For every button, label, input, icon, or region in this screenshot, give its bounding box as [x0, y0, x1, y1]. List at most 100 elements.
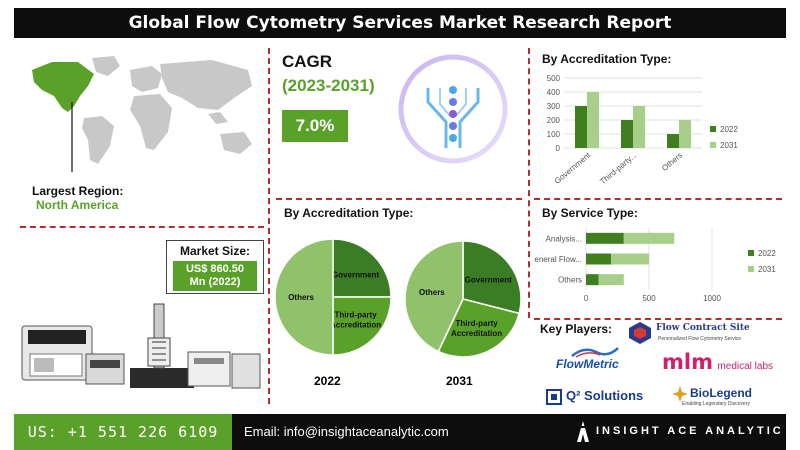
bar-y-tick-label: 400 [547, 88, 561, 97]
bar-category-label: Government [553, 150, 593, 186]
footer-bar: Email: info@insightaceanalytic.com INSIG… [232, 414, 786, 450]
map-europe [130, 66, 162, 92]
hbar-2022 [586, 232, 624, 244]
insight-ace-logo-icon [577, 421, 589, 442]
map-asia [160, 60, 252, 110]
market-size-value: US$ 860.50 Mn (2022) [173, 261, 257, 291]
bar-y-tick-label: 200 [547, 116, 561, 125]
bar-y-tick-label: 300 [547, 102, 561, 111]
map-se-asia [208, 112, 228, 124]
hbar-x-tick-label: 500 [642, 294, 656, 303]
instrument-3 [130, 303, 194, 388]
flow-contract-site-subtitle: Personalized Flow Cytometry Service [658, 336, 742, 342]
pie-section-title: By Accreditation Type: [284, 206, 414, 220]
flow-contract-site-icon [629, 322, 651, 344]
map-africa [130, 94, 172, 150]
footer-brand: INSIGHT ACE ANALYTIC [596, 425, 784, 437]
pie-slice-label: Others [419, 288, 445, 297]
hbar-category-label: Analysis... [546, 234, 582, 243]
hbar-2031 [598, 274, 624, 286]
bar-y-tick-label: 500 [547, 74, 561, 83]
hbar-x-tick-label: 1000 [703, 294, 721, 303]
cagr-title: CAGR [282, 52, 333, 71]
pie-year-2031: 2031 [446, 374, 473, 388]
instrument-2 [85, 353, 125, 385]
instrument-1 [21, 325, 93, 381]
pie-year-2022: 2022 [314, 374, 341, 388]
accreditation-bar-chart: 0 100 200 300 400 500 Government Third-party...… [547, 74, 739, 187]
cagr-value: 7.0% [282, 110, 348, 142]
map-australia [220, 132, 252, 154]
footer-phone: US: +1 551 226 6109 [14, 414, 232, 450]
hbar-category-label: Others [558, 276, 582, 285]
pie-slice-label: Third-party [455, 319, 498, 328]
bar-legend-label: 2031 [720, 141, 738, 150]
pie-slice [462, 240, 522, 315]
divider-right [528, 48, 530, 318]
pie-slice [404, 240, 464, 353]
instrument-4 [187, 351, 261, 389]
divider-cagr [276, 198, 522, 200]
flowmetric-wave-icon [571, 347, 619, 358]
market-size-value-line2: Mn (2022) [189, 276, 241, 288]
bar-category-label: Others [660, 151, 684, 173]
market-size-value-line1: US$ 860.50 [185, 263, 245, 275]
footer-email[interactable]: Email: info@insightaceanalytic.com [244, 424, 449, 439]
world-map [32, 56, 252, 172]
bar-legend-label: 2022 [720, 125, 738, 134]
service-chart-title: By Service Type: [542, 206, 638, 220]
hbar-legend-label: 2031 [758, 265, 776, 274]
pie-slice-label: Others [288, 293, 314, 302]
hbar-2031 [623, 232, 675, 244]
bar-2031 [587, 92, 599, 148]
bar-2031 [633, 106, 645, 148]
hbar-2022 [586, 274, 599, 286]
pie-slice-label: Third-party [334, 311, 377, 320]
bar-legend-swatch [710, 142, 716, 148]
bar-2022 [575, 106, 587, 148]
service-type-bar-chart: 0 500 1000 Analysis... General Flow... Others… [534, 228, 776, 303]
pie-slice-label: Government [465, 275, 512, 284]
pie-slice-label: Government [332, 270, 379, 279]
biolegend-star-icon [672, 386, 688, 402]
bar-category-label: Third-party... [598, 151, 638, 187]
q2-solutions-name: Q² Solutions [566, 388, 644, 403]
pie-slice [332, 238, 392, 298]
region-label: Largest Region: [32, 184, 124, 198]
bar-chart-title: By Accreditation Type: [542, 52, 672, 66]
hbar-2022 [586, 253, 612, 265]
flow-contract-site-name: Flow Contract Site [656, 323, 750, 333]
divider-bar [534, 198, 782, 200]
market-size-box: Market Size: US$ 860.50 Mn (2022) [166, 240, 264, 294]
hbar-category-label: General Flow... [534, 255, 582, 264]
region-value: North America [36, 198, 119, 212]
mlm-suffix: medical labs [717, 361, 774, 372]
pie-slice-label: Accreditation [330, 321, 381, 330]
logo-flow-contract-site: Flow Contract Site Personalized Flow Cyt… [628, 320, 782, 346]
pie-slice-label: Accreditation [451, 329, 502, 338]
page-title: Global Flow Cytometry Services Market Re… [14, 8, 786, 38]
pie-slice [274, 238, 334, 356]
market-size-label: Market Size: [179, 244, 251, 258]
map-greenland [92, 56, 120, 76]
logo-q2-solutions: Q² Solutions [546, 386, 662, 410]
hbar-legend-label: 2022 [758, 249, 776, 258]
mlm-name: mlm [662, 350, 713, 374]
hbar-legend-swatch [748, 266, 754, 272]
divider-service [534, 318, 782, 320]
hbar-legend-swatch [748, 250, 754, 256]
hbar-2031 [611, 253, 649, 265]
bar-2031 [679, 120, 691, 148]
pie-slice [332, 296, 392, 356]
funnel-icon [398, 54, 508, 164]
cytometer-instruments-illustration [21, 303, 261, 389]
bar-2022 [621, 120, 633, 148]
map-south-america [82, 116, 114, 164]
biolegend-name: BioLegend [690, 386, 752, 400]
pie-slice [437, 298, 521, 358]
q2-solutions-icon [546, 389, 562, 405]
bar-2022 [667, 134, 679, 148]
key-players-label: Key Players: [540, 322, 613, 336]
